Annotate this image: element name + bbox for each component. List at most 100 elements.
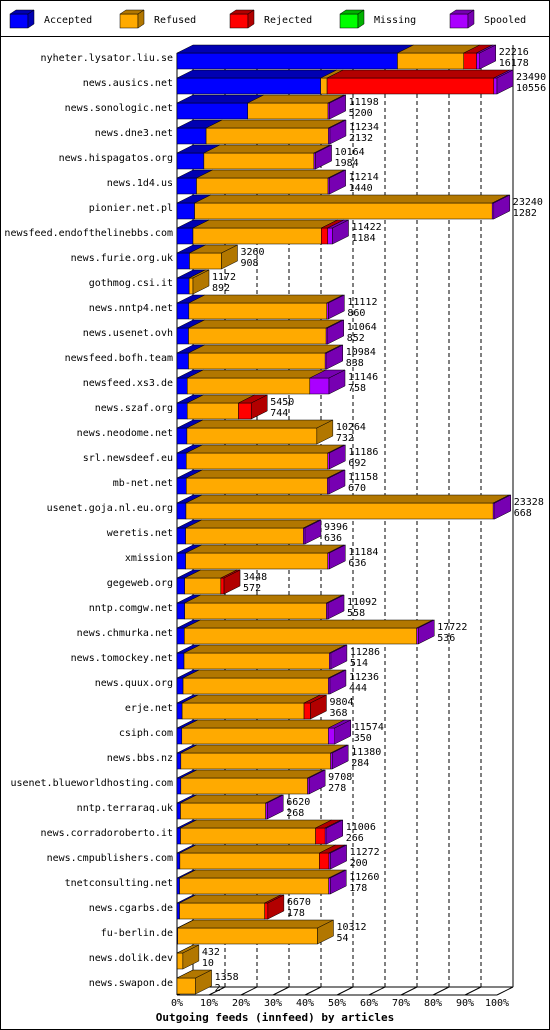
accepted-label: 16178 <box>499 58 529 69</box>
x-tick-label: 50% <box>328 998 346 1009</box>
total-label: 10312 <box>336 922 366 933</box>
total-label: 11112 <box>347 297 377 308</box>
accepted-label: 54 <box>336 933 348 944</box>
bar-segment <box>176 902 180 920</box>
bar-side-face <box>327 594 345 620</box>
bar-top-face <box>180 819 332 829</box>
bar-side-face <box>479 44 496 70</box>
bar-top-face <box>188 294 343 304</box>
tick-mark <box>496 986 514 996</box>
category-label: news.sonologic.net <box>65 103 173 114</box>
bar-segment <box>188 302 328 320</box>
bar-top-face <box>180 794 282 804</box>
bar-side-face <box>332 219 349 245</box>
bar-segment <box>264 902 269 920</box>
bar-top-face <box>185 519 320 529</box>
legend-label: Missing <box>374 15 416 26</box>
accepted-label: 908 <box>240 258 258 269</box>
bar-side-face <box>330 844 347 870</box>
bar-segment <box>186 477 328 495</box>
category-label: news.cmpublishers.com <box>47 853 173 864</box>
bar-side-face <box>221 244 238 270</box>
bar-segment <box>176 427 188 445</box>
category-label: nntp.comgw.net <box>89 603 173 614</box>
bar-segment <box>176 352 189 370</box>
total-label: 23328 <box>514 497 544 508</box>
bar-top-face <box>180 744 347 754</box>
total-label: 11146 <box>348 372 378 383</box>
bar-segment <box>184 627 417 645</box>
bar-segment <box>188 327 327 345</box>
accepted-label: 1184 <box>352 233 376 244</box>
bar-side-face <box>329 169 346 195</box>
category-label: fu-berlin.de <box>101 928 173 939</box>
category-label: news.ausics.net <box>83 78 173 89</box>
accepted-label: 5200 <box>349 108 373 119</box>
total-label: 11272 <box>350 847 380 858</box>
bar-segment <box>326 77 495 95</box>
bar-segment <box>180 777 308 795</box>
bar-side-face <box>310 694 327 720</box>
category-label: gothmog.csi.it <box>89 278 173 289</box>
category-label: tnetconsulting.net <box>65 878 173 889</box>
category-label: news.neodome.net <box>77 428 173 439</box>
bar-segment <box>176 677 184 695</box>
legend-label: Refused <box>154 15 196 26</box>
accepted-label: 350 <box>354 733 372 744</box>
bar-segment <box>319 852 330 870</box>
bar-segment <box>476 52 480 70</box>
bar-side-face <box>267 894 285 920</box>
bar-side-face <box>496 69 514 95</box>
bar-segment <box>176 852 181 870</box>
accepted-label: 572 <box>243 583 261 594</box>
accepted-label: 284 <box>351 758 369 769</box>
category-label: news.szaf.org <box>95 403 173 414</box>
total-label: 3260 <box>240 247 264 258</box>
category-label: usenet.goja.nl.eu.org <box>47 503 173 514</box>
total-label: 9396 <box>324 522 348 533</box>
accepted-label: 368 <box>329 708 347 719</box>
legend-swatch <box>229 13 249 29</box>
bar-segment <box>463 52 477 70</box>
x-tick-label: 40% <box>296 998 314 1009</box>
total-label: 11260 <box>349 872 379 883</box>
bar-top-face <box>179 844 336 854</box>
bar-segment <box>184 602 327 620</box>
bar-segment <box>176 602 185 620</box>
bar-segment <box>180 827 316 845</box>
bar-side-face <box>329 444 346 470</box>
bar-top-face <box>179 894 281 904</box>
category-label: news.hispagatos.org <box>59 153 173 164</box>
x-tick-label: 100% <box>485 998 509 1009</box>
accepted-label: 838 <box>346 358 364 369</box>
category-label: usenet.blueworldhosting.com <box>10 778 173 789</box>
bar-side-face <box>250 394 268 420</box>
accepted-label: 178 <box>349 883 367 894</box>
total-label: 1358 <box>215 972 239 983</box>
bar-segment <box>185 552 328 570</box>
category-label: xmission <box>125 553 173 564</box>
tick-mark <box>208 986 226 996</box>
bar-segment <box>176 552 186 570</box>
bar-segment <box>176 327 189 345</box>
category-label: newsfeed.xs3.de <box>83 378 173 389</box>
category-label: news.corradoroberto.it <box>41 828 173 839</box>
bar-segment <box>320 77 328 95</box>
total-label: 11380 <box>351 747 381 758</box>
total-label: 22216 <box>499 47 529 58</box>
bar-segment <box>192 227 322 245</box>
bar-segment <box>176 577 185 595</box>
bar-segment <box>176 77 321 95</box>
bar-side-face <box>330 644 348 670</box>
x-tick-label: 0% <box>171 998 183 1009</box>
bar-top-face <box>194 194 509 204</box>
accepted-label: 178 <box>287 908 305 919</box>
bar-segment <box>180 752 331 770</box>
total-label: 9804 <box>329 697 353 708</box>
bar-top-face <box>203 144 331 154</box>
category-label: news.nntp4.net <box>89 303 173 314</box>
total-label: 9708 <box>328 772 352 783</box>
bar-top-face <box>183 644 346 654</box>
bar-side-face <box>334 719 352 745</box>
